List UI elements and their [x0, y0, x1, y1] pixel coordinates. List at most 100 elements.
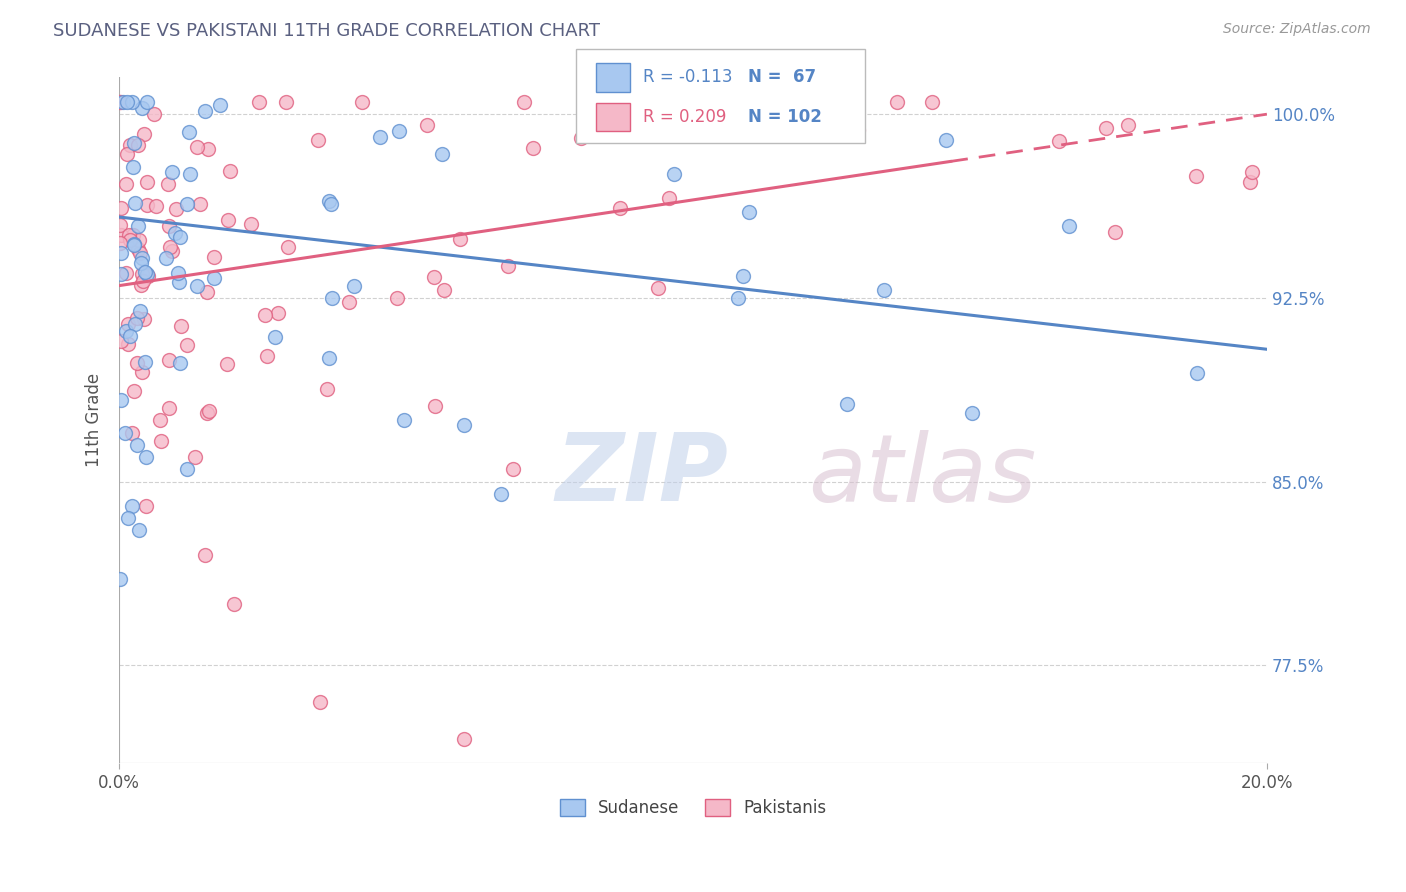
Point	[108, 95, 131, 109]
Point	[392, 413, 415, 427]
Point	[197, 142, 219, 156]
Point	[135, 450, 157, 464]
Point	[714, 116, 737, 130]
Point	[128, 233, 150, 247]
Point	[388, 123, 411, 137]
Point	[193, 103, 215, 118]
Point	[318, 194, 340, 208]
Point	[124, 136, 146, 150]
Point	[453, 417, 475, 432]
Point	[387, 292, 409, 306]
Point	[1116, 118, 1139, 132]
Text: N = 102: N = 102	[748, 108, 823, 126]
Point	[169, 318, 191, 333]
Text: SUDANESE VS PAKISTANI 11TH GRADE CORRELATION CHART: SUDANESE VS PAKISTANI 11TH GRADE CORRELA…	[53, 22, 600, 40]
Point	[110, 228, 132, 243]
Point	[277, 240, 299, 254]
Point	[129, 245, 152, 260]
Point	[120, 329, 142, 343]
Point	[125, 356, 148, 370]
Point	[416, 119, 439, 133]
Text: ZIP: ZIP	[555, 429, 728, 521]
Point	[603, 95, 626, 109]
Legend: Sudanese, Pakistanis: Sudanese, Pakistanis	[554, 792, 832, 823]
Point	[117, 317, 139, 331]
Point	[176, 197, 198, 211]
Point	[202, 271, 225, 285]
Point	[222, 597, 245, 611]
Point	[239, 217, 262, 231]
Point	[129, 256, 152, 270]
Point	[343, 279, 366, 293]
Point	[837, 397, 859, 411]
Point	[935, 133, 957, 147]
Point	[115, 147, 138, 161]
Point	[145, 199, 167, 213]
Point	[1240, 165, 1263, 179]
Point	[337, 295, 360, 310]
Point	[489, 486, 512, 500]
Point	[157, 401, 180, 415]
Point	[129, 278, 152, 293]
Point	[110, 245, 132, 260]
Point	[846, 123, 869, 137]
Point	[136, 198, 159, 212]
Point	[254, 308, 277, 322]
Point	[165, 202, 187, 217]
Point	[198, 404, 221, 418]
Point	[131, 365, 153, 379]
Point	[217, 213, 239, 227]
Point	[195, 406, 218, 420]
Point	[647, 281, 669, 295]
Point	[115, 324, 138, 338]
Point	[157, 219, 180, 233]
Point	[184, 450, 207, 464]
Point	[134, 312, 156, 326]
Point	[737, 204, 759, 219]
Text: N =  67: N = 67	[748, 69, 815, 87]
Point	[169, 230, 191, 244]
Point	[112, 95, 135, 109]
Point	[786, 95, 808, 109]
Point	[136, 267, 159, 281]
Point	[215, 357, 238, 371]
Point	[318, 351, 340, 365]
Point	[135, 95, 157, 109]
Point	[960, 406, 983, 420]
Point	[513, 95, 536, 109]
Point	[160, 244, 183, 258]
Point	[350, 95, 373, 109]
Point	[131, 268, 153, 282]
Point	[309, 695, 332, 709]
Point	[135, 499, 157, 513]
Point	[131, 251, 153, 265]
Point	[159, 239, 181, 253]
Point	[122, 384, 145, 399]
Point	[127, 242, 149, 256]
Point	[142, 106, 165, 120]
Point	[127, 310, 149, 325]
Point	[307, 133, 329, 147]
Point	[169, 356, 191, 370]
Point	[1047, 134, 1070, 148]
Point	[122, 236, 145, 251]
Point	[115, 95, 138, 109]
Point	[209, 98, 232, 112]
Point	[167, 266, 190, 280]
Point	[108, 573, 131, 587]
Point	[433, 283, 456, 297]
Text: R = -0.113: R = -0.113	[643, 69, 733, 87]
Point	[264, 330, 287, 344]
Point	[129, 303, 152, 318]
Point	[886, 95, 908, 109]
Point	[131, 101, 153, 115]
Point	[609, 201, 631, 215]
Point	[127, 219, 149, 233]
Point	[502, 462, 524, 476]
Point	[169, 275, 191, 289]
Point	[496, 259, 519, 273]
Point	[125, 438, 148, 452]
Y-axis label: 11th Grade: 11th Grade	[86, 373, 103, 467]
Text: Source: ZipAtlas.com: Source: ZipAtlas.com	[1223, 22, 1371, 37]
Point	[132, 274, 155, 288]
